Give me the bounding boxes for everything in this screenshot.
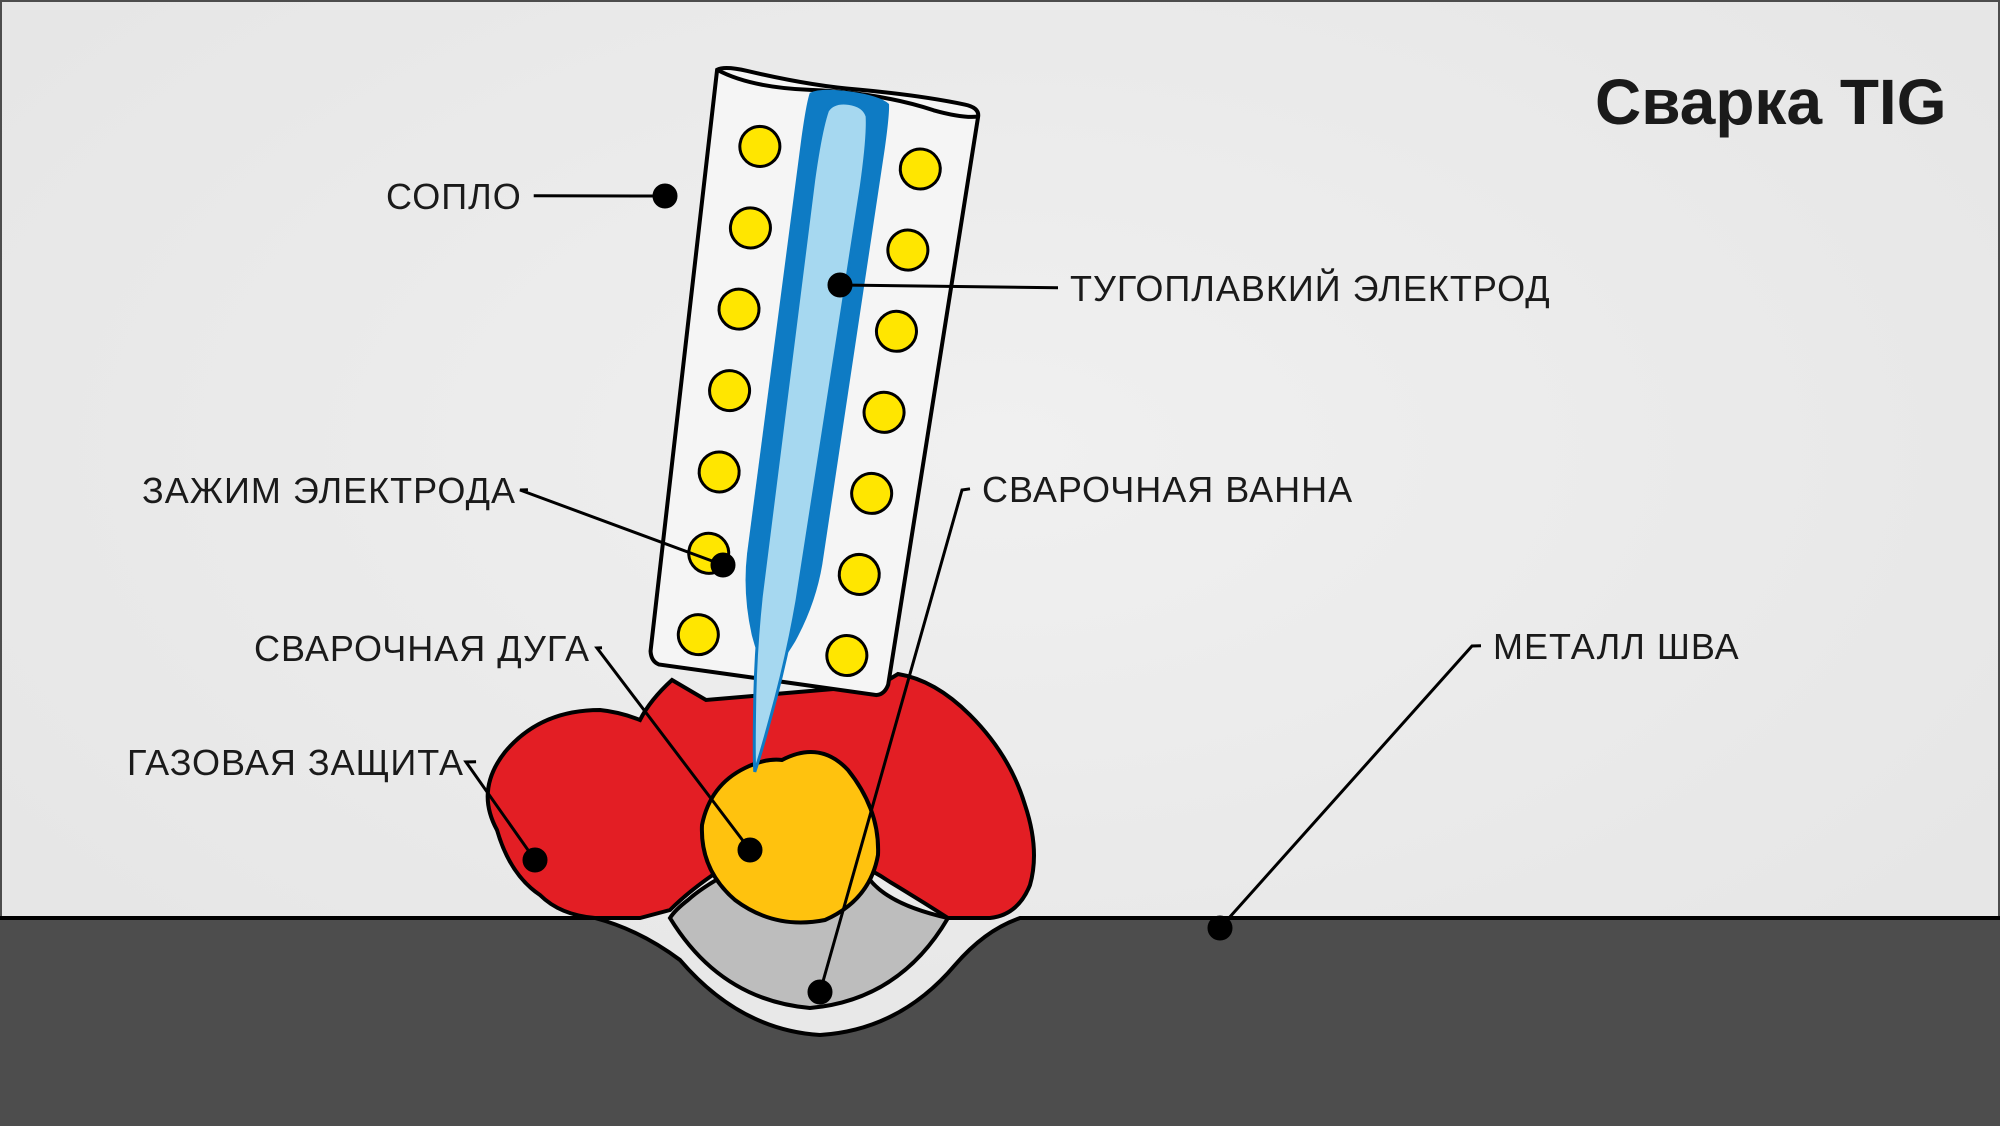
label-clamp: ЗАЖИМ ЭЛЕКТРОДА (142, 470, 516, 512)
label-nozzle: СОПЛО (386, 176, 522, 218)
label-arc: СВАРОЧНАЯ ДУГА (254, 628, 590, 670)
label-seam: МЕТАЛЛ ШВА (1493, 626, 1740, 668)
diagram-svg (0, 0, 2000, 1126)
base-metal (0, 918, 2000, 1126)
diagram-title: Сварка TIG (1595, 65, 1946, 139)
label-pool: СВАРОЧНАЯ ВАННА (982, 469, 1353, 511)
diagram-canvas: Сварка TIG СОПЛО ТУГОПЛАВКИЙ ЭЛЕКТРОД ЗА… (0, 0, 2000, 1126)
label-electrode: ТУГОПЛАВКИЙ ЭЛЕКТРОД (1070, 268, 1551, 310)
label-gas: ГАЗОВАЯ ЗАЩИТА (127, 742, 464, 784)
